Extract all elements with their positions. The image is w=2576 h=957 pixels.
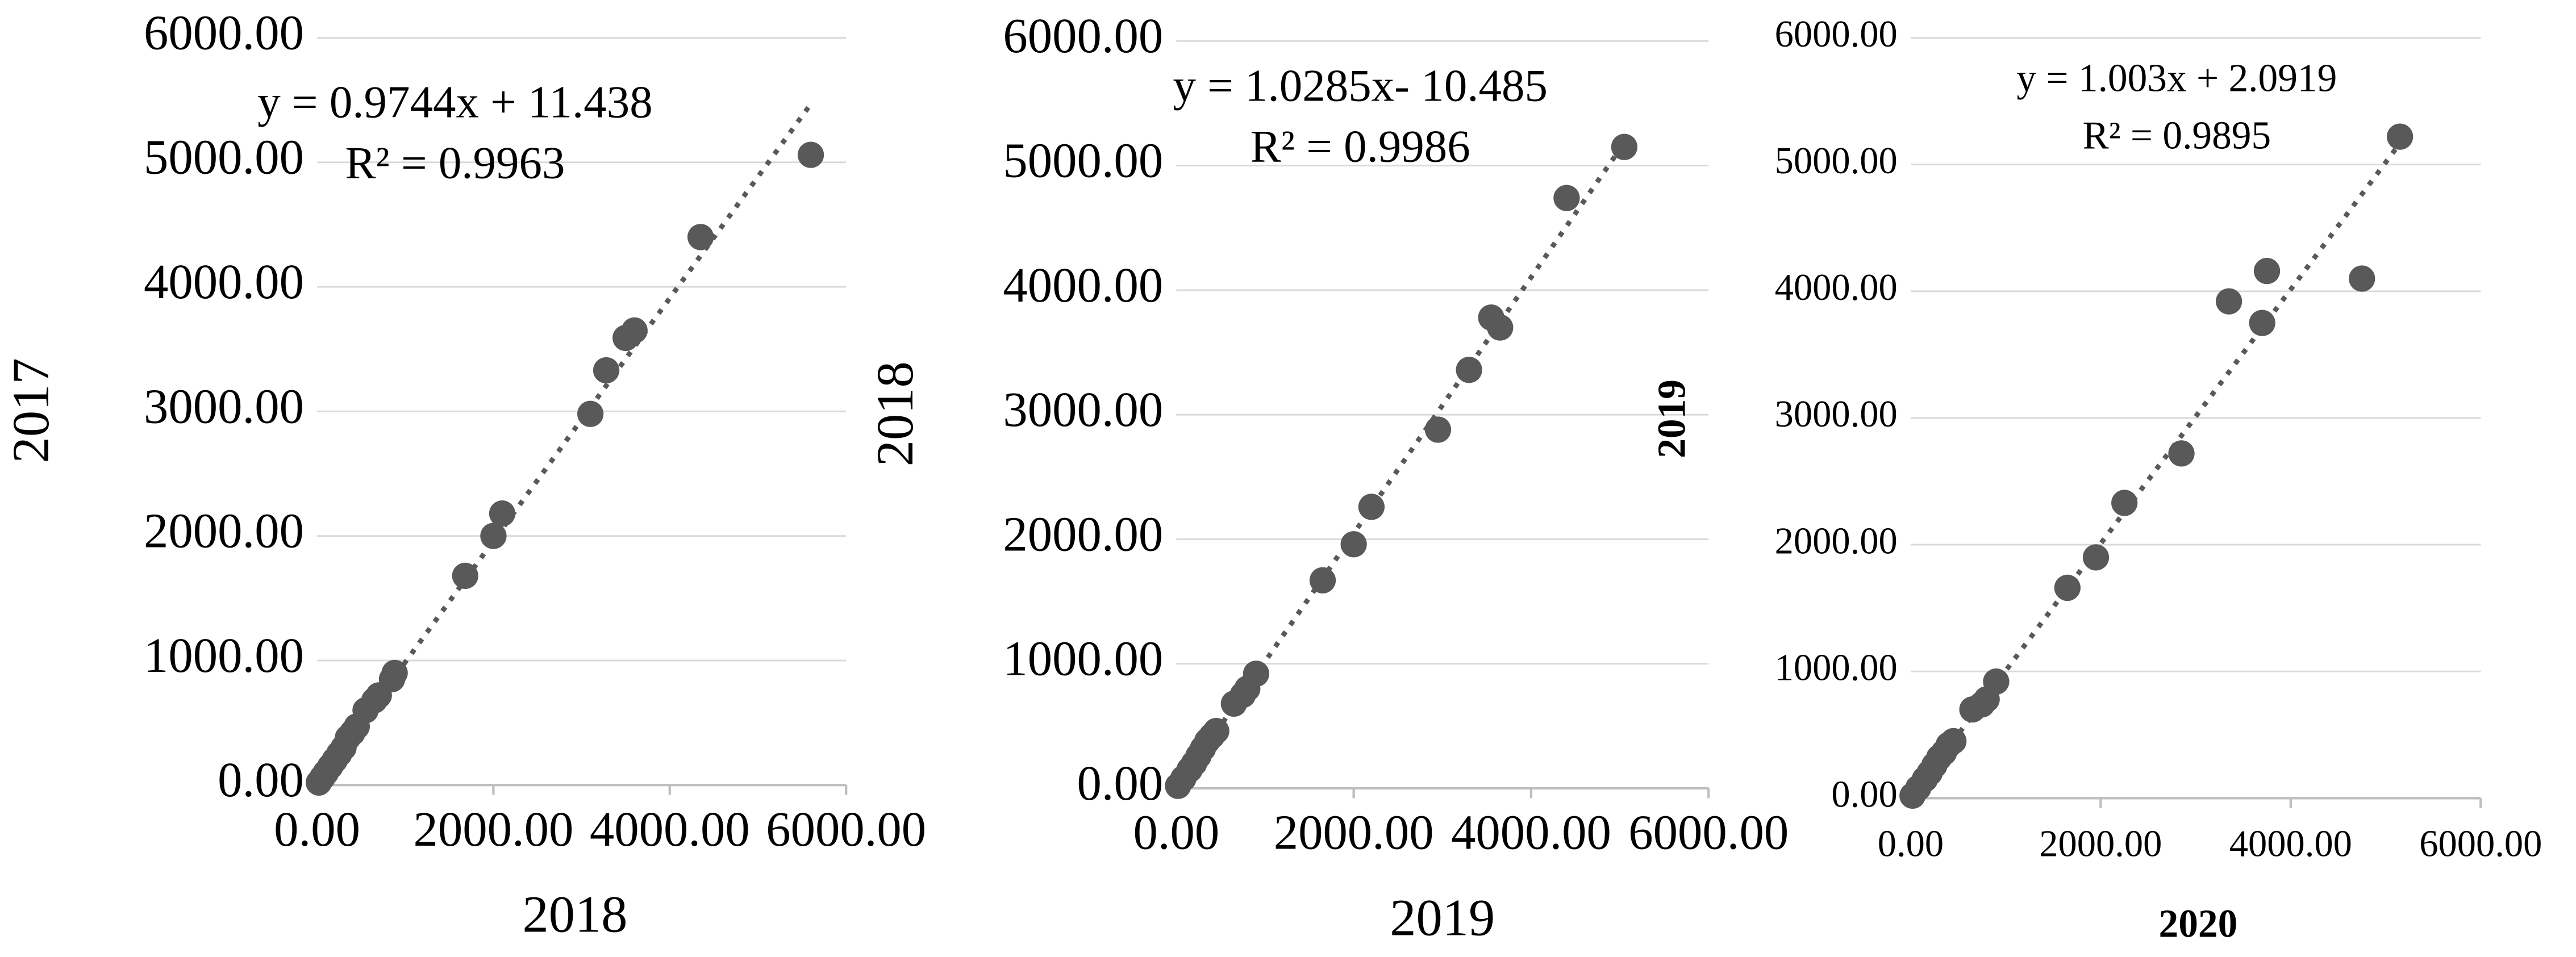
y-tick-label: 0.00 [218,753,304,807]
x-tick-label: 6000.00 [766,802,926,856]
point [2054,574,2081,601]
point [593,357,620,384]
x-tick-label: 6000.00 [1628,805,1789,860]
y-tick-label: 0.00 [1831,774,1897,816]
point [480,523,507,549]
x-tick-label: 2000.00 [413,802,573,856]
x-tick-label: 4000.00 [1451,805,1611,860]
y-tick-label: 3000.00 [144,379,304,433]
point [452,562,478,589]
trendline-equation: y = 0.9744x + 11.438 [257,77,652,128]
y-tick-label: 4000.00 [1003,258,1163,312]
point [1424,416,1452,443]
y-tick-label: 1000.00 [1775,647,1898,688]
point [2387,123,2414,150]
x-tick-label: 4000.00 [2229,823,2352,864]
y-tick-label: 6000.00 [1003,9,1163,63]
x-axis-title: 2019 [1390,889,1495,947]
x-tick-label: 0.00 [274,802,360,856]
trendline [316,102,813,783]
y-axis-title: 2017 [2,358,60,463]
x-tick-label: 0.00 [1878,823,1944,864]
y-tick-label: 1000.00 [144,628,304,683]
trendline-r2: R² = 0.9986 [1251,121,1470,172]
y-axis-title: 2018 [866,361,924,466]
x-axis-title: 2018 [523,886,628,944]
point [1358,494,1385,520]
point [489,500,516,527]
point [1487,314,1514,341]
y-tick-label: 5000.00 [1003,133,1163,188]
point [1553,185,1580,211]
x-tick-label: 2000.00 [2039,823,2162,864]
point [2082,544,2110,571]
point [1309,567,1336,594]
y-tick-label: 2000.00 [1003,507,1163,561]
point [1940,728,1967,755]
point [1203,717,1229,745]
point [577,400,604,427]
y-tick-label: 5000.00 [1775,140,1898,182]
x-tick-label: 6000.00 [2419,823,2542,864]
point [2168,440,2195,467]
trendline-equation: y = 1.003x + 2.0919 [2016,57,2337,101]
y-tick-label: 6000.00 [1775,14,1898,55]
point [1340,531,1367,558]
trendline-r2: R² = 0.9895 [2083,114,2271,158]
y-tick-label: 5000.00 [144,130,304,185]
point [2215,288,2242,315]
point [2111,490,2138,516]
point [2249,310,2275,336]
y-tick-label: 2000.00 [1775,520,1898,562]
x-tick-label: 4000.00 [590,802,750,856]
y-tick-label: 0.00 [1077,756,1163,810]
x-tick-label: 2000.00 [1274,805,1434,860]
point [2253,257,2281,285]
y-axis-title: 2019 [1650,379,1694,458]
x-axis-title: 2020 [2159,902,2238,946]
point [2349,265,2375,292]
point [621,317,648,344]
point [1456,357,1482,383]
y-tick-label: 4000.00 [1775,267,1898,308]
point [797,141,824,168]
y-tick-label: 4000.00 [144,254,304,309]
trendline-equation: y = 1.0285x- 10.485 [1173,60,1548,111]
x-tick-label: 0.00 [1133,805,1219,860]
point [1243,661,1270,687]
point [381,659,408,686]
y-tick-label: 1000.00 [1003,632,1163,686]
point [1983,668,2010,695]
y-tick-label: 6000.00 [144,5,304,60]
y-tick-label: 2000.00 [144,504,304,558]
trendline-r2: R² = 0.9963 [345,137,565,189]
point [1611,133,1638,160]
point [687,224,714,250]
y-tick-label: 3000.00 [1775,394,1898,435]
y-tick-label: 3000.00 [1003,382,1163,437]
